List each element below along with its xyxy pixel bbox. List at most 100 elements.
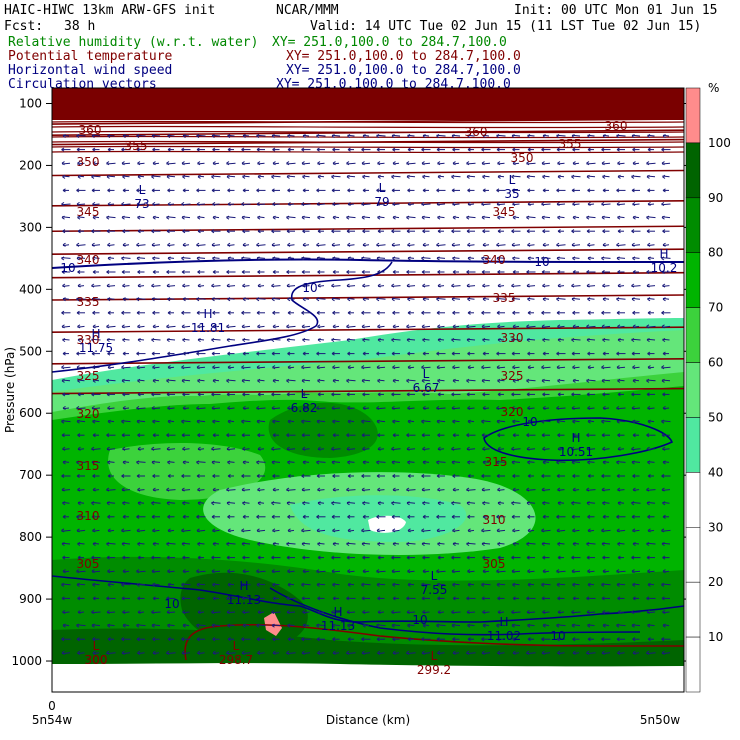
vector-head bbox=[466, 324, 470, 329]
model-title: HAIC-HIWC 13km ARW-GFS init bbox=[4, 3, 215, 18]
vector-head bbox=[556, 147, 560, 152]
vector-head bbox=[421, 324, 425, 329]
vector-head bbox=[197, 433, 201, 438]
vector-head bbox=[121, 310, 125, 315]
vector-head bbox=[136, 405, 140, 411]
vector-head bbox=[287, 419, 291, 424]
vector-head bbox=[631, 188, 635, 193]
vector-head bbox=[451, 188, 455, 193]
vector-head bbox=[181, 419, 185, 424]
vector-head bbox=[646, 283, 650, 288]
vector-head bbox=[617, 392, 621, 397]
y-tick-label: 500 bbox=[19, 344, 42, 358]
vector-head bbox=[572, 201, 576, 207]
vector-head bbox=[632, 147, 636, 152]
vector-head bbox=[227, 242, 231, 247]
colorbar-level: 10 bbox=[708, 630, 723, 644]
vector-head bbox=[436, 188, 440, 193]
vector-head bbox=[661, 161, 665, 166]
vector-head bbox=[316, 188, 320, 193]
vector-head bbox=[511, 351, 515, 356]
vector-head bbox=[181, 378, 185, 383]
vector-head bbox=[647, 256, 651, 261]
vector-head bbox=[586, 378, 590, 383]
vector-head bbox=[421, 256, 425, 261]
vector-head bbox=[212, 161, 216, 166]
extremum-value: 11.13 bbox=[227, 593, 261, 607]
rh-dry-patch-a bbox=[108, 443, 266, 500]
vector-head bbox=[661, 256, 665, 261]
vector-head bbox=[467, 405, 471, 411]
vector-head bbox=[406, 433, 410, 438]
vector-head bbox=[407, 201, 411, 207]
vector-head bbox=[361, 215, 365, 220]
y-tick-label: 300 bbox=[19, 220, 42, 234]
vector-head bbox=[436, 419, 440, 424]
vector-head bbox=[572, 161, 576, 166]
vector-head bbox=[316, 256, 320, 261]
vector-head bbox=[76, 351, 80, 356]
vector-head bbox=[91, 283, 95, 288]
vector-head bbox=[421, 365, 425, 370]
vector-head bbox=[407, 133, 411, 139]
vector-head bbox=[151, 174, 155, 179]
vector-head bbox=[91, 242, 95, 247]
vector-head bbox=[496, 147, 500, 152]
circulation-vectors bbox=[61, 133, 671, 655]
vector-head bbox=[407, 297, 411, 302]
wind-contour-label: 10 bbox=[164, 597, 179, 611]
vector-head bbox=[572, 269, 576, 275]
isentrope-label: 320 bbox=[501, 405, 524, 419]
vector-head bbox=[527, 365, 531, 370]
vector-head bbox=[497, 378, 501, 383]
vector-head bbox=[466, 269, 470, 275]
vector-head bbox=[587, 310, 591, 315]
vector-head bbox=[616, 351, 620, 356]
y-tick-label: 600 bbox=[19, 406, 42, 420]
vector-head bbox=[437, 269, 441, 275]
vector-head bbox=[317, 229, 321, 234]
vector-head bbox=[617, 269, 621, 275]
vector-head bbox=[362, 229, 366, 234]
vector-head bbox=[451, 392, 455, 397]
vector-head bbox=[122, 188, 126, 193]
vector-head bbox=[662, 242, 666, 247]
vector-head bbox=[541, 324, 545, 329]
vector-head bbox=[437, 174, 441, 179]
vector-head bbox=[496, 201, 500, 207]
vector-head bbox=[226, 161, 230, 166]
vector-head bbox=[151, 351, 155, 356]
vector-head bbox=[241, 433, 245, 438]
vector-head bbox=[467, 310, 471, 315]
vector-head bbox=[362, 405, 366, 411]
vector-head bbox=[197, 337, 201, 343]
vector-head bbox=[166, 283, 170, 288]
vector-head bbox=[257, 324, 261, 329]
vector-head bbox=[616, 310, 620, 315]
vector-head bbox=[76, 188, 80, 193]
vector-head bbox=[632, 256, 636, 261]
vector-head bbox=[136, 256, 140, 261]
vector-head bbox=[152, 161, 156, 166]
vector-head bbox=[122, 242, 126, 247]
vector-head bbox=[586, 324, 590, 329]
vector-head bbox=[662, 229, 666, 234]
vector-head bbox=[616, 365, 620, 370]
vector-head bbox=[541, 378, 545, 383]
vector-head bbox=[632, 433, 636, 438]
vector-head bbox=[61, 256, 65, 261]
vector-head bbox=[242, 337, 246, 343]
vector-head bbox=[541, 201, 545, 207]
vector-head bbox=[572, 365, 576, 370]
vector-head bbox=[76, 133, 80, 139]
vector-head bbox=[61, 215, 65, 220]
vector-head bbox=[92, 215, 96, 220]
vector-head bbox=[152, 201, 156, 207]
vector-head bbox=[541, 419, 545, 424]
vector-head bbox=[601, 365, 605, 370]
vector-head bbox=[556, 242, 560, 247]
vector-head bbox=[451, 405, 455, 411]
isentrope-label: 335 bbox=[77, 295, 100, 309]
vector-head bbox=[62, 188, 66, 193]
vector-head bbox=[166, 337, 170, 343]
